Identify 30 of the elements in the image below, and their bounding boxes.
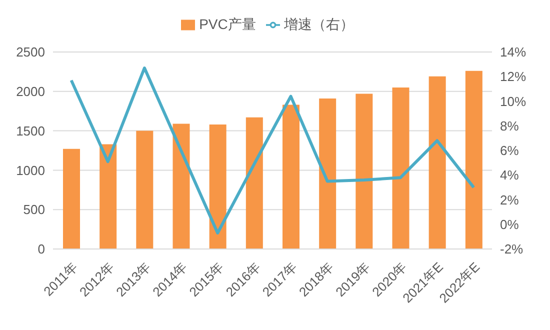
- y-tick-label: 1000: [16, 162, 45, 178]
- bar: [100, 144, 117, 249]
- y-tick-label: 2000: [16, 84, 45, 100]
- y2-tick-label: -2%: [500, 242, 524, 257]
- bar: [172, 124, 190, 249]
- y-tick-label: 1500: [16, 123, 45, 138]
- y2-tick-label: 12%: [500, 69, 526, 84]
- y2-tick-label: 4%: [500, 168, 520, 183]
- bar: [282, 104, 300, 249]
- bar: [428, 76, 446, 249]
- y2-tick-label: 10%: [500, 94, 526, 109]
- y2-tick-label: 8%: [500, 118, 520, 134]
- line-series: [70, 66, 476, 234]
- bar: [465, 70, 482, 249]
- bar: [63, 148, 80, 249]
- bar: [209, 124, 226, 249]
- legend-label: PVC产量: [199, 16, 256, 32]
- y-tick-label: 500: [23, 202, 45, 218]
- legend-label: 增速（右）: [284, 16, 354, 32]
- bar: [392, 87, 410, 249]
- bar: [356, 94, 373, 249]
- bar: [136, 130, 154, 249]
- bar: [319, 98, 336, 249]
- y-tick-label: 2500: [16, 44, 45, 60]
- y2-tick-label: 14%: [500, 44, 526, 60]
- bar: [246, 117, 263, 249]
- y2-tick-label: 6%: [500, 143, 520, 158]
- y2-tick-label: 2%: [500, 192, 520, 208]
- y2-tick-label: 0%: [500, 216, 520, 232]
- y-tick-label: 0: [38, 242, 45, 257]
